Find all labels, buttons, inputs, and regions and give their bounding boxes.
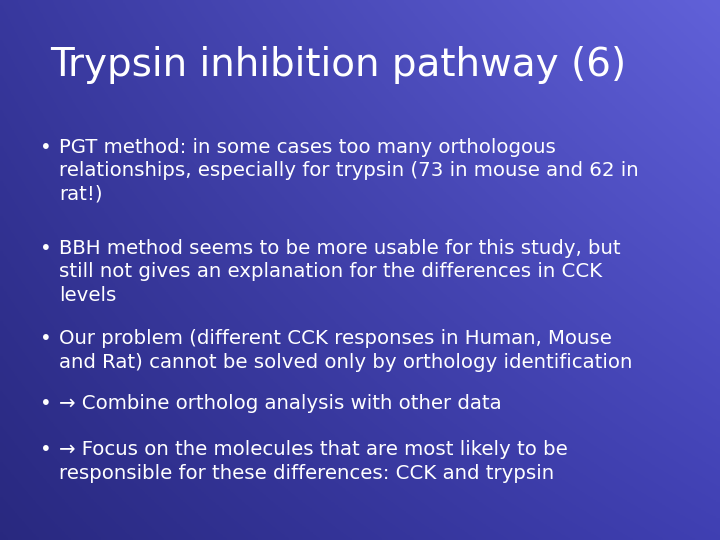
- Text: PGT method: in some cases too many orthologous
relationships, especially for try: PGT method: in some cases too many ortho…: [59, 138, 639, 204]
- Text: Our problem (different CCK responses in Human, Mouse
and Rat) cannot be solved o: Our problem (different CCK responses in …: [59, 329, 632, 372]
- Text: → Combine ortholog analysis with other data: → Combine ortholog analysis with other d…: [59, 394, 502, 413]
- Text: → Focus on the molecules that are most likely to be
responsible for these differ: → Focus on the molecules that are most l…: [59, 440, 568, 483]
- Text: •: •: [40, 394, 51, 413]
- Text: •: •: [40, 329, 51, 348]
- Text: •: •: [40, 440, 51, 459]
- Text: BBH method seems to be more usable for this study, but
still not gives an explan: BBH method seems to be more usable for t…: [59, 239, 621, 305]
- Text: •: •: [40, 239, 51, 258]
- Text: •: •: [40, 138, 51, 157]
- Text: Trypsin inhibition pathway (6): Trypsin inhibition pathway (6): [50, 46, 626, 84]
